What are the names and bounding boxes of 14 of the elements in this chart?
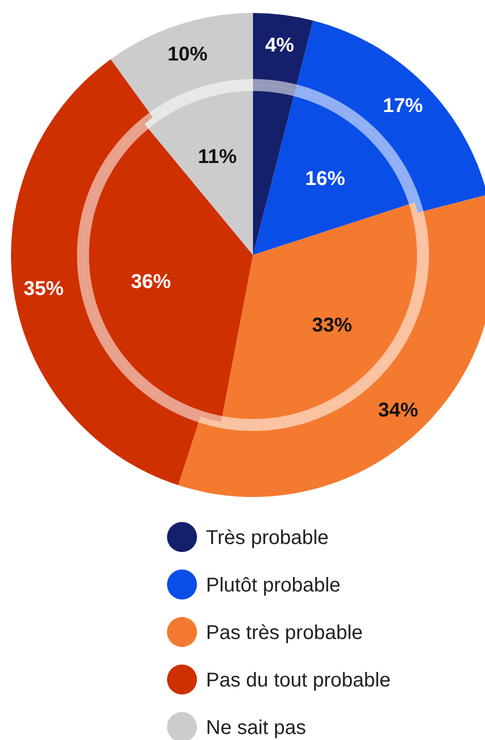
data-label: 17% [382,95,424,118]
legend-label: Plutôt probable [206,574,341,596]
data-label: 11% [198,146,237,168]
data-label: 36% [130,271,172,294]
data-label: 33% [312,314,352,337]
legend-label: Ne sait pas [206,717,306,739]
data-label: 16% [305,168,346,190]
data-label: 4% [265,34,294,57]
legend-label: Pas très probable [206,622,363,644]
legend-label: Très probable [206,527,329,549]
data-label: 35% [24,278,64,300]
data-label: 10% [167,43,208,66]
legend-label: Pas du tout probable [206,670,391,692]
data-label: 34% [378,400,418,422]
